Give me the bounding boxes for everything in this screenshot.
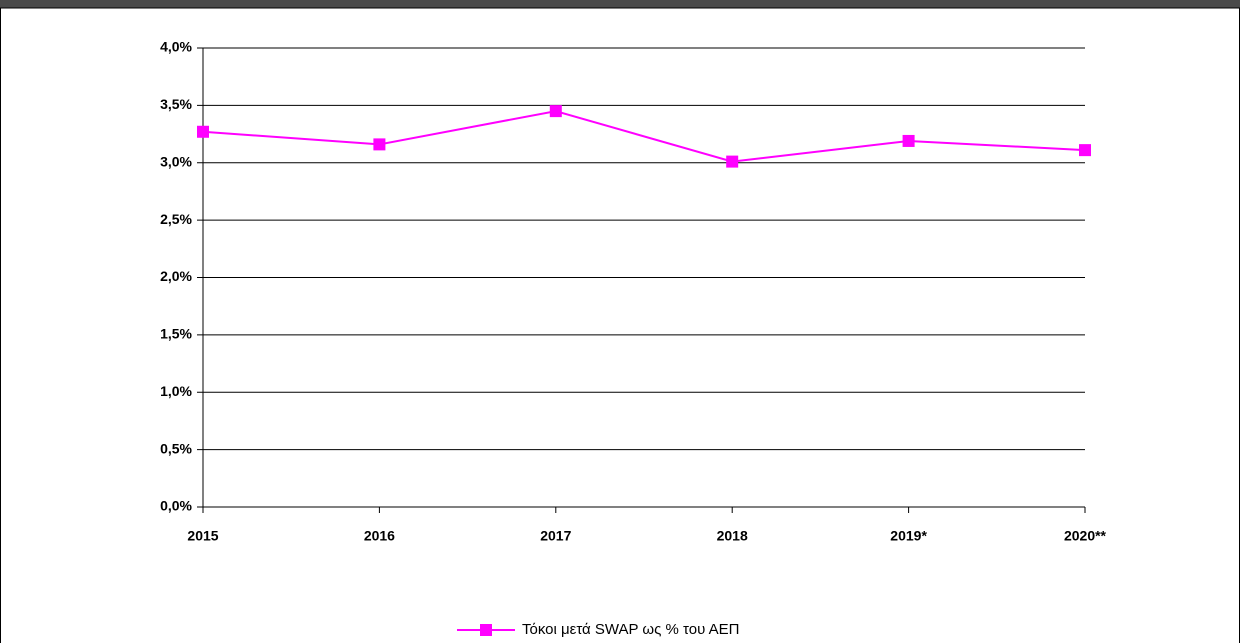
y-tick-label: 0,0% xyxy=(160,498,192,514)
y-tick-label: 2,5% xyxy=(160,211,192,227)
x-tick-label: 2020** xyxy=(1064,528,1107,544)
y-tick-label: 1,5% xyxy=(160,326,192,342)
x-tick-label: 2019* xyxy=(890,528,927,544)
legend-label: Τόκοι μετά SWAP ως % του ΑΕΠ xyxy=(522,621,739,638)
x-tick-label: 2017 xyxy=(540,528,571,544)
x-tick-label: 2018 xyxy=(717,528,748,544)
top-bar xyxy=(0,0,1240,8)
data-point xyxy=(726,155,739,168)
data-point xyxy=(197,125,209,138)
data-point xyxy=(1079,144,1091,157)
y-tick-label: 4,0% xyxy=(160,39,192,55)
x-tick-label: 2016 xyxy=(364,528,395,544)
legend-marker xyxy=(480,624,492,636)
data-point xyxy=(549,105,562,118)
y-tick-label: 2,0% xyxy=(160,268,192,284)
y-tick-label: 3,0% xyxy=(160,153,192,169)
y-tick-label: 1,0% xyxy=(160,383,192,399)
series-line xyxy=(202,110,1086,163)
y-tick-label: 0,5% xyxy=(160,440,192,456)
x-tick-label: 2015 xyxy=(187,528,218,544)
y-tick-label: 3,5% xyxy=(160,96,192,112)
data-point xyxy=(373,138,386,151)
data-point xyxy=(902,134,915,147)
